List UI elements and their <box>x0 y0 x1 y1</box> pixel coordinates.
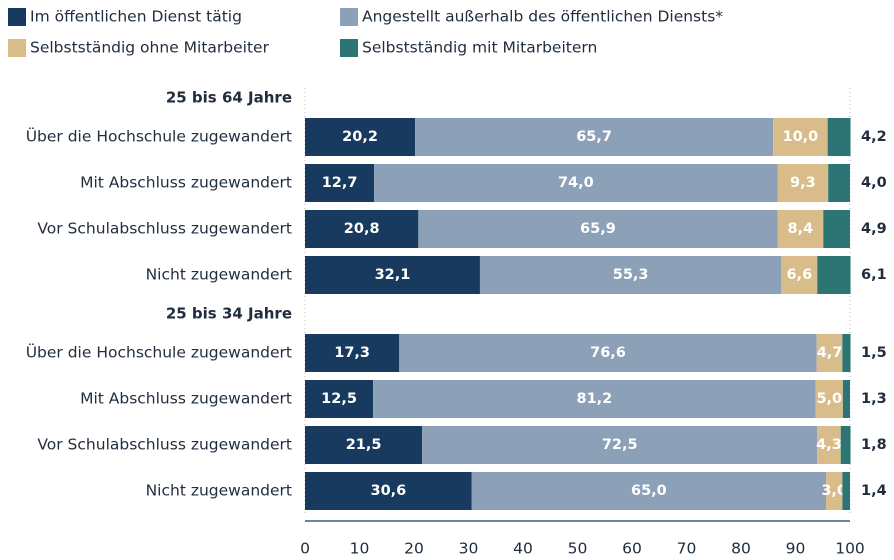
value-label: 76,6 <box>590 345 626 361</box>
bar-segment <box>305 472 472 510</box>
bar-segment <box>777 164 829 202</box>
x-tick-label: 0 <box>300 540 310 558</box>
value-label: 4,0 <box>861 175 887 191</box>
value-label: 12,7 <box>322 175 358 191</box>
bar-segment <box>305 426 423 464</box>
value-label: 30,6 <box>370 483 406 499</box>
bar-segment <box>422 426 818 464</box>
x-tick-label: 60 <box>622 540 642 558</box>
legend-swatch <box>340 8 358 26</box>
value-label: 4,7 <box>817 345 843 361</box>
bar-segment <box>305 380 374 418</box>
value-label: 65,0 <box>631 483 667 499</box>
legend-label: Selbstständig ohne Mitarbeiter <box>30 39 270 57</box>
bar-segment <box>479 256 782 294</box>
value-label: 3,0 <box>821 483 847 499</box>
bar-segment <box>373 380 816 418</box>
x-tick-label: 100 <box>835 540 865 558</box>
legend-swatch <box>8 39 26 57</box>
category-label: Nicht zugewandert <box>146 266 292 284</box>
bar-segment <box>777 210 824 248</box>
value-label: 1,8 <box>861 437 887 453</box>
bar-segment <box>418 210 778 248</box>
value-label: 17,3 <box>334 345 370 361</box>
value-label: 20,2 <box>342 129 378 145</box>
bar-segment <box>840 426 851 464</box>
value-label: 12,5 <box>321 391 357 407</box>
bar-segment <box>305 118 416 156</box>
legend-swatch <box>340 39 358 57</box>
x-tick-label: 30 <box>459 540 479 558</box>
value-label: 4,9 <box>861 221 887 237</box>
group-header: 25 bis 34 Jahre <box>166 305 292 323</box>
value-label: 81,2 <box>577 391 613 407</box>
value-label: 55,3 <box>613 267 649 283</box>
category-label: Vor Schulabschluss zugewandert <box>37 436 292 454</box>
value-label: 32,1 <box>375 267 411 283</box>
value-label: 6,1 <box>861 267 887 283</box>
value-label: 65,9 <box>580 221 616 237</box>
value-label: 1,5 <box>861 345 887 361</box>
legend-label: Selbstständig mit Mitarbeitern <box>362 39 597 57</box>
x-tick-label: 20 <box>404 540 424 558</box>
value-label: 6,6 <box>786 267 812 283</box>
legend-label: Angestellt außerhalb des öffentlichen Di… <box>362 8 723 26</box>
bar-segment <box>471 472 827 510</box>
value-label: 5,0 <box>816 391 842 407</box>
value-label: 10,0 <box>783 129 819 145</box>
value-label: 8,4 <box>788 221 814 237</box>
x-tick-label: 40 <box>513 540 533 558</box>
x-tick-label: 50 <box>568 540 588 558</box>
x-tick-label: 10 <box>350 540 370 558</box>
value-label: 72,5 <box>602 437 638 453</box>
value-label: 4,2 <box>861 129 887 145</box>
value-label: 1,3 <box>861 391 887 407</box>
bar-segment <box>781 256 818 294</box>
x-tick-label: 90 <box>786 540 806 558</box>
category-label: Mit Abschluss zugewandert <box>80 174 292 192</box>
legend-label: Im öffentlichen Dienst tätig <box>30 8 242 26</box>
legend-swatch <box>8 8 26 26</box>
value-label: 9,3 <box>790 175 816 191</box>
bar-segment <box>815 380 843 418</box>
value-label: 4,3 <box>816 437 842 453</box>
bar-segment <box>415 118 774 156</box>
bar-segment <box>842 380 850 418</box>
category-label: Vor Schulabschluss zugewandert <box>37 220 292 238</box>
bar-segment <box>305 334 400 372</box>
value-label: 65,7 <box>576 129 612 145</box>
bar-segment <box>374 164 778 202</box>
group-header: 25 bis 64 Jahre <box>166 89 292 107</box>
x-tick-label: 80 <box>731 540 751 558</box>
bar-segment <box>823 210 850 248</box>
value-label: 20,8 <box>344 221 380 237</box>
bar-segment <box>842 334 851 372</box>
x-tick-label: 70 <box>677 540 697 558</box>
category-label: Über die Hochschule zugewandert <box>26 343 292 362</box>
value-label: 21,5 <box>346 437 382 453</box>
bar-segment <box>817 256 851 294</box>
value-label: 1,4 <box>861 483 887 499</box>
category-label: Mit Abschluss zugewandert <box>80 390 292 408</box>
bar-segment <box>305 256 480 294</box>
category-label: Über die Hochschule zugewandert <box>26 127 292 146</box>
bar-segment <box>826 472 843 510</box>
bar-segment <box>305 210 419 248</box>
bar-segment <box>817 426 841 464</box>
bar-segment <box>842 472 850 510</box>
bar-segment <box>828 164 850 202</box>
category-label: Nicht zugewandert <box>146 482 292 500</box>
bar-segment <box>827 118 851 156</box>
bar-segment <box>816 334 843 372</box>
bar-segment <box>305 164 375 202</box>
bar-segment <box>773 118 828 156</box>
value-label: 74,0 <box>558 175 594 191</box>
bar-segment <box>399 334 817 372</box>
